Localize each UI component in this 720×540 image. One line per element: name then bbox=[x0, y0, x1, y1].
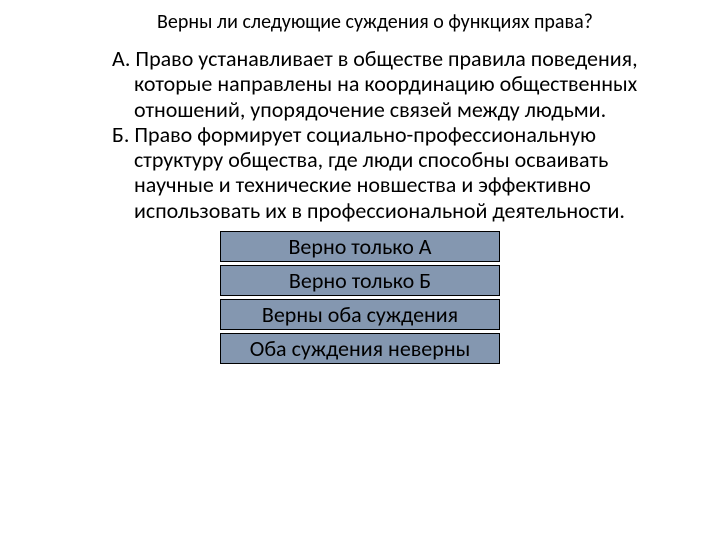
answer-option-both[interactable]: Верны оба суждения bbox=[220, 299, 500, 330]
statement-a: А. Право устанавливает в обществе правил… bbox=[102, 46, 640, 122]
statement-b-label: Б. bbox=[112, 121, 134, 148]
statements-block: А. Право устанавливает в обществе правил… bbox=[80, 46, 640, 223]
statement-b: Б. Право формирует социально-профессиона… bbox=[102, 122, 640, 223]
answer-option-a[interactable]: Верно только А bbox=[220, 231, 500, 262]
answer-option-none[interactable]: Оба суждения неверны bbox=[220, 333, 500, 364]
statement-a-label: А. bbox=[112, 45, 135, 72]
quiz-container: Верны ли следующие суждения о функциях п… bbox=[0, 0, 720, 364]
statement-b-text: Право формирует социально-профессиональн… bbox=[134, 121, 625, 224]
statement-a-text: Право устанавливает в обществе правила п… bbox=[134, 45, 638, 123]
answers-group: Верно только А Верно только Б Верны оба … bbox=[80, 231, 640, 364]
answer-option-b[interactable]: Верно только Б bbox=[220, 265, 500, 296]
question-title: Верны ли следующие суждения о функциях п… bbox=[80, 10, 640, 34]
